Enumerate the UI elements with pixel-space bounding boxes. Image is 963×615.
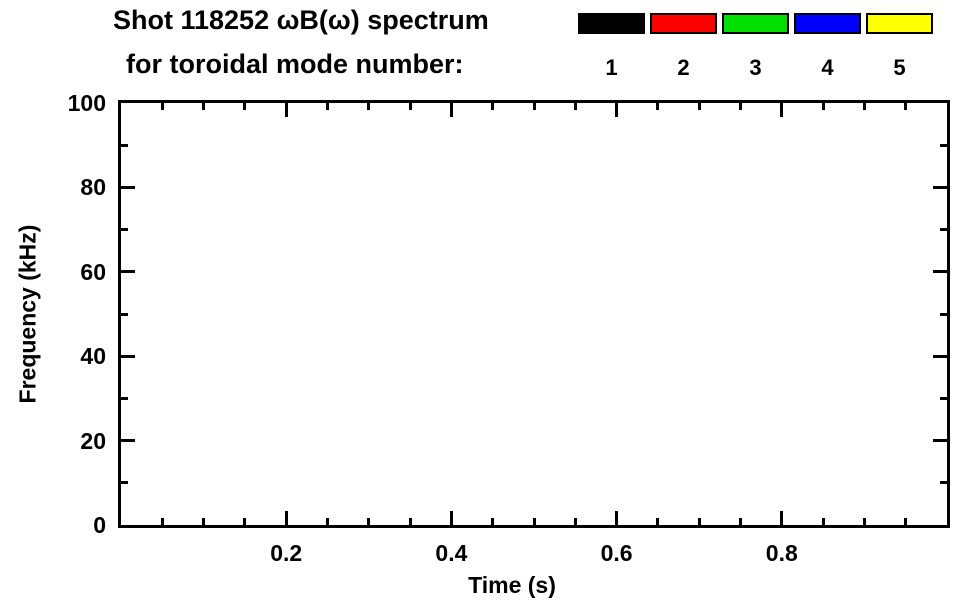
x-minor-tick <box>656 518 660 525</box>
y-tick-label: 100 <box>67 90 106 116</box>
x-major-tick <box>615 511 619 525</box>
x-minor-tick <box>326 518 329 525</box>
legend-swatch-2 <box>650 13 717 34</box>
y-minor-tick <box>940 396 947 400</box>
x-minor-tick <box>532 518 536 525</box>
x-minor-tick <box>573 103 577 110</box>
x-tick-label: 0.2 <box>270 540 303 566</box>
x-minor-tick <box>491 103 495 110</box>
x-minor-tick <box>326 103 329 110</box>
y-minor-tick <box>940 228 947 232</box>
legend-labels: 1 2 3 4 5 <box>578 55 933 81</box>
y-minor-tick <box>121 312 128 316</box>
x-minor-tick <box>202 518 206 525</box>
x-minor-tick <box>243 518 247 525</box>
y-tick-label: 80 <box>80 174 106 201</box>
x-minor-tick <box>202 103 206 110</box>
x-minor-tick <box>697 518 701 525</box>
legend-entry-label: 2 <box>677 55 690 80</box>
y-major-tick <box>933 185 947 189</box>
x-minor-tick <box>656 103 660 110</box>
y-minor-tick <box>121 143 128 147</box>
x-major-tick <box>780 511 784 525</box>
y-major-tick <box>121 354 135 358</box>
legend-swatch-4 <box>794 13 861 34</box>
x-minor-tick <box>904 518 908 525</box>
y-minor-tick <box>121 481 128 485</box>
y-major-tick <box>933 354 947 358</box>
y-minor-tick <box>940 143 947 147</box>
x-minor-tick <box>904 103 908 110</box>
y-major-tick <box>933 270 947 274</box>
x-minor-tick <box>821 103 825 110</box>
x-minor-tick <box>160 518 164 525</box>
x-minor-tick <box>573 518 577 525</box>
x-minor-tick <box>243 103 247 110</box>
x-major-tick <box>284 511 288 525</box>
x-major-tick <box>615 103 619 117</box>
x-minor-tick <box>821 518 825 525</box>
y-axis-title: Frequency (kHz) <box>14 224 41 404</box>
x-minor-tick <box>408 518 412 525</box>
x-minor-tick <box>367 103 371 110</box>
x-major-tick <box>780 103 784 117</box>
x-minor-tick <box>739 518 742 525</box>
x-minor-tick <box>160 103 164 110</box>
x-minor-tick <box>739 103 742 110</box>
chart-subtitle: for toroidal mode number: <box>126 49 464 79</box>
x-axis-title: Time (s) <box>468 572 556 598</box>
legend-entry-label: 3 <box>749 55 762 80</box>
x-minor-tick <box>367 518 371 525</box>
x-major-tick <box>284 103 288 117</box>
x-tick-label: 0.8 <box>765 540 798 566</box>
legend-swatch-3 <box>722 13 789 34</box>
y-tick-label: 20 <box>80 427 106 454</box>
x-tick-label: 0.6 <box>600 540 633 566</box>
y-major-tick <box>121 439 135 443</box>
y-tick-label: 60 <box>80 258 106 285</box>
plot-area <box>118 100 950 528</box>
y-minor-tick <box>121 396 128 400</box>
x-major-tick <box>449 103 453 117</box>
legend-swatch-5 <box>866 13 933 34</box>
legend-entry-label: 4 <box>821 55 834 80</box>
y-tick-label: 40 <box>80 343 106 370</box>
legend-entry-label: 1 <box>605 55 618 80</box>
legend-entry-label: 5 <box>893 55 906 80</box>
y-major-tick <box>121 185 135 189</box>
x-minor-tick <box>697 103 701 110</box>
y-major-tick <box>121 270 135 274</box>
x-major-tick <box>449 511 453 525</box>
legend-swatch-1 <box>578 13 645 34</box>
x-minor-tick <box>491 518 495 525</box>
x-minor-tick <box>862 103 866 110</box>
x-minor-tick <box>408 103 412 110</box>
x-minor-tick <box>532 103 536 110</box>
y-tick-label: 0 <box>93 512 106 538</box>
x-minor-tick <box>862 518 866 525</box>
x-tick-label: 0.4 <box>435 540 468 566</box>
y-minor-tick <box>940 312 947 316</box>
legend <box>578 13 933 34</box>
y-minor-tick <box>121 228 128 232</box>
y-minor-tick <box>940 481 947 485</box>
chart-title: Shot 118252 ωB(ω) spectrum <box>113 5 489 35</box>
y-major-tick <box>933 439 947 443</box>
